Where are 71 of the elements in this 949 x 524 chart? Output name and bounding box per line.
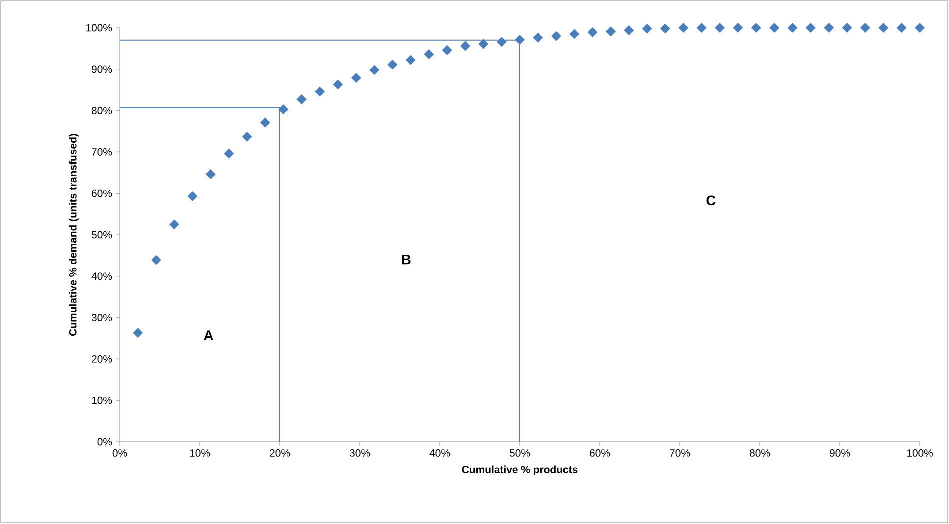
point — [370, 65, 380, 76]
point — [606, 26, 616, 37]
y-tick-label: 40% — [92, 272, 112, 280]
annotation: A — [204, 330, 214, 340]
x-tick-label: 90% — [830, 450, 850, 457]
x-tick-label: 40% — [430, 450, 450, 457]
point — [733, 22, 744, 34]
point — [314, 86, 326, 97]
y-tick-label: 0% — [98, 438, 112, 446]
point — [170, 220, 180, 230]
x-tick-label: 0% — [112, 450, 128, 457]
point — [770, 22, 780, 34]
point — [296, 94, 307, 105]
point — [478, 39, 489, 50]
point — [788, 22, 798, 34]
point — [496, 37, 507, 48]
point — [896, 22, 907, 34]
x-tick-label: 10% — [190, 450, 210, 457]
point — [133, 328, 144, 338]
point — [715, 22, 726, 34]
y-tick-label: 10% — [92, 396, 112, 404]
x-tick-label: 30% — [350, 450, 370, 457]
y-tick-label: 80% — [92, 107, 112, 115]
point — [678, 22, 689, 34]
point — [570, 29, 580, 40]
y-tick-label: 50% — [92, 231, 112, 239]
point — [642, 24, 652, 34]
annotation: C — [706, 196, 716, 206]
point — [406, 55, 416, 66]
point — [333, 80, 344, 90]
x-tick-label: 80% — [750, 450, 770, 457]
point — [442, 45, 452, 56]
point — [206, 170, 216, 180]
point — [551, 31, 562, 42]
y-tick-label: 30% — [92, 314, 112, 322]
point — [824, 22, 834, 34]
point — [224, 148, 234, 159]
point — [915, 22, 926, 34]
point — [842, 22, 852, 34]
y-tick-label: 90% — [92, 66, 112, 74]
point — [860, 22, 870, 34]
point — [188, 191, 198, 202]
point — [388, 60, 398, 70]
point — [424, 49, 434, 60]
y-axis-title: Cumulative % demand (units transfused) — [69, 134, 79, 336]
point — [533, 32, 544, 43]
point — [624, 25, 634, 36]
y-tick-label: 60% — [92, 190, 112, 198]
x-tick-label: 70% — [670, 450, 690, 457]
x-tick-label: 100% — [907, 450, 934, 457]
point — [588, 28, 598, 38]
point — [515, 34, 526, 46]
point — [806, 22, 816, 34]
point — [151, 255, 162, 266]
point — [751, 22, 762, 34]
point — [278, 104, 289, 115]
annotation: B — [402, 255, 411, 265]
x-tick-label: 20% — [270, 450, 290, 457]
point — [660, 24, 670, 34]
x-tick-label: 60% — [590, 450, 610, 457]
x-axis-title: Cumulative % products — [462, 466, 578, 476]
y-tick-label: 70% — [92, 148, 112, 156]
point — [878, 22, 889, 34]
point — [351, 73, 362, 84]
point — [460, 41, 470, 52]
point — [242, 132, 252, 142]
point — [260, 118, 270, 128]
y-tick-label: 20% — [92, 356, 112, 363]
y-tick-label: 100% — [86, 24, 112, 32]
x-tick-label: 50% — [510, 450, 530, 457]
point — [696, 22, 707, 34]
